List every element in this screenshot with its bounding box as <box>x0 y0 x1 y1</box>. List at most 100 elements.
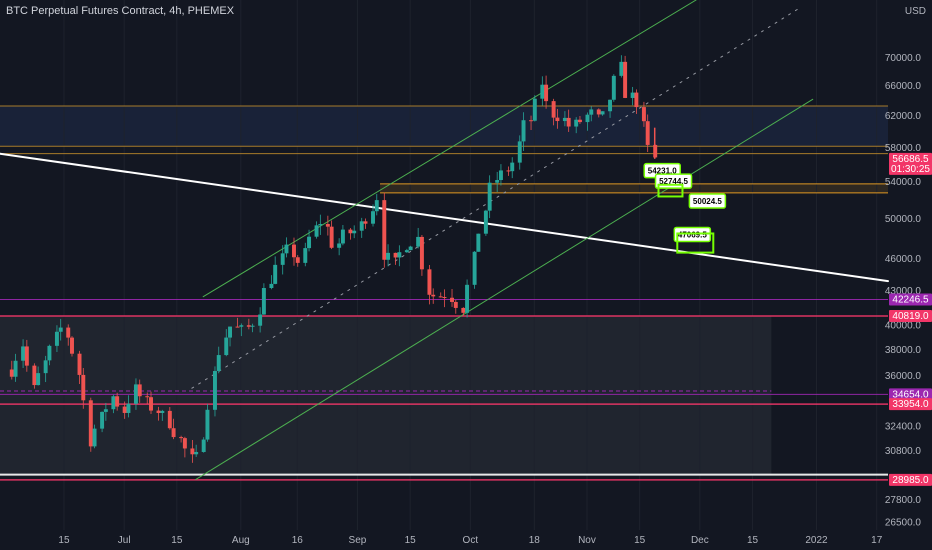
candle-body <box>171 428 176 438</box>
candle-body <box>32 365 37 386</box>
price-tick-label: 66000.0 <box>885 81 922 92</box>
price-badge-countdown: 01:30:25 <box>891 164 930 175</box>
support-zone <box>380 183 888 193</box>
price-badge <box>889 388 932 401</box>
candle-body <box>190 448 195 455</box>
candle-body <box>228 326 233 338</box>
candle-body <box>145 396 150 398</box>
candle-body <box>337 243 342 248</box>
candle-body <box>431 294 436 297</box>
candle-body <box>103 409 108 412</box>
candle-body <box>404 250 409 253</box>
price-tick-label: 30800.0 <box>885 446 922 457</box>
candle-body <box>352 230 357 234</box>
candle-body <box>416 236 421 247</box>
candle-body <box>216 355 221 371</box>
range-zone <box>0 315 772 475</box>
time-tick-label: 15 <box>747 535 759 546</box>
candle-body <box>205 409 210 440</box>
candle-body <box>111 396 116 410</box>
candle-body <box>472 251 477 285</box>
candle-body <box>608 99 613 112</box>
candle-body <box>532 98 537 121</box>
annotation-label: 52744.5 <box>659 177 688 186</box>
candle-body <box>619 61 624 76</box>
candle-body <box>88 400 93 447</box>
candle-body <box>194 451 199 455</box>
candle-body <box>611 75 616 100</box>
time-tick-label: 15 <box>171 535 183 546</box>
candle-body <box>634 92 639 108</box>
time-tick-label: 2022 <box>805 535 828 546</box>
candle-body <box>47 345 52 361</box>
candle-body <box>54 331 59 346</box>
axes-layer: 70000.0 66000.0 62000.0 58000.0 54000.0 50000… <box>58 6 932 546</box>
candle-body <box>77 353 82 375</box>
candle-body <box>115 396 120 407</box>
candle-body <box>419 236 424 270</box>
price-tick-label: 27800.0 <box>885 495 922 506</box>
candle-body <box>442 297 447 299</box>
candle-body <box>555 117 560 122</box>
candle-body <box>641 107 646 122</box>
candle-body <box>359 221 364 231</box>
candle-body <box>160 410 165 413</box>
candle-body <box>521 120 526 142</box>
candle-body <box>100 411 105 429</box>
candle-body <box>393 252 398 258</box>
candle-body <box>630 92 635 98</box>
candle-body <box>307 236 312 249</box>
candle-body <box>325 224 330 227</box>
candle-body <box>517 141 522 163</box>
candle-body <box>318 224 323 226</box>
candle-body <box>66 327 71 338</box>
price-badge-label: 56686.5 <box>892 154 929 165</box>
candle-body <box>453 301 458 308</box>
price-badge <box>889 293 932 306</box>
candle-body <box>495 180 500 183</box>
price-tick-label: 54000.0 <box>885 177 922 188</box>
candle-body <box>562 117 567 122</box>
candle-body <box>13 360 18 377</box>
candle-body <box>340 229 345 244</box>
candle-body <box>483 210 488 234</box>
candle-body <box>182 438 187 449</box>
price-badge-label: 28985.0 <box>892 475 929 486</box>
price-tick-label: 58000.0 <box>885 143 922 154</box>
candle-body <box>386 252 391 260</box>
price-tick-label: 50000.0 <box>885 214 922 225</box>
target-box <box>676 232 715 254</box>
candle-body <box>371 211 375 224</box>
candle-body <box>529 120 534 122</box>
candle-body <box>577 119 582 123</box>
price-tick-label: 40000.0 <box>885 321 922 332</box>
candle-body <box>476 233 481 252</box>
candle-body <box>374 200 379 212</box>
annotation-label: 54231.0 <box>648 167 677 176</box>
price-tick-label: 46000.0 <box>885 254 922 265</box>
candle-body <box>284 244 289 254</box>
candle-body <box>235 326 240 328</box>
candle-body <box>212 370 217 410</box>
candle-body <box>303 248 308 263</box>
candle-body <box>43 360 48 374</box>
time-tick-label: 16 <box>292 535 304 546</box>
candle-body <box>397 252 402 258</box>
candle-body <box>92 428 97 447</box>
candle-body <box>408 246 413 251</box>
annotation-label: 50024.5 <box>693 197 722 206</box>
candle-body <box>574 119 579 127</box>
resistance-zone <box>0 106 888 147</box>
candle-body <box>167 410 172 429</box>
candle-body <box>280 253 285 265</box>
candle-body <box>427 269 432 295</box>
price-badge-label: 34654.0 <box>892 389 929 400</box>
candle-body <box>585 114 590 123</box>
levels-layer <box>0 105 888 481</box>
price-badge <box>889 398 932 411</box>
chart-title: BTC Perpetual Futures Contract, 4h, PHEM… <box>6 5 235 17</box>
time-tick-label: Sep <box>349 535 367 546</box>
time-tick-label: 15 <box>405 535 417 546</box>
candle-body <box>506 170 511 172</box>
